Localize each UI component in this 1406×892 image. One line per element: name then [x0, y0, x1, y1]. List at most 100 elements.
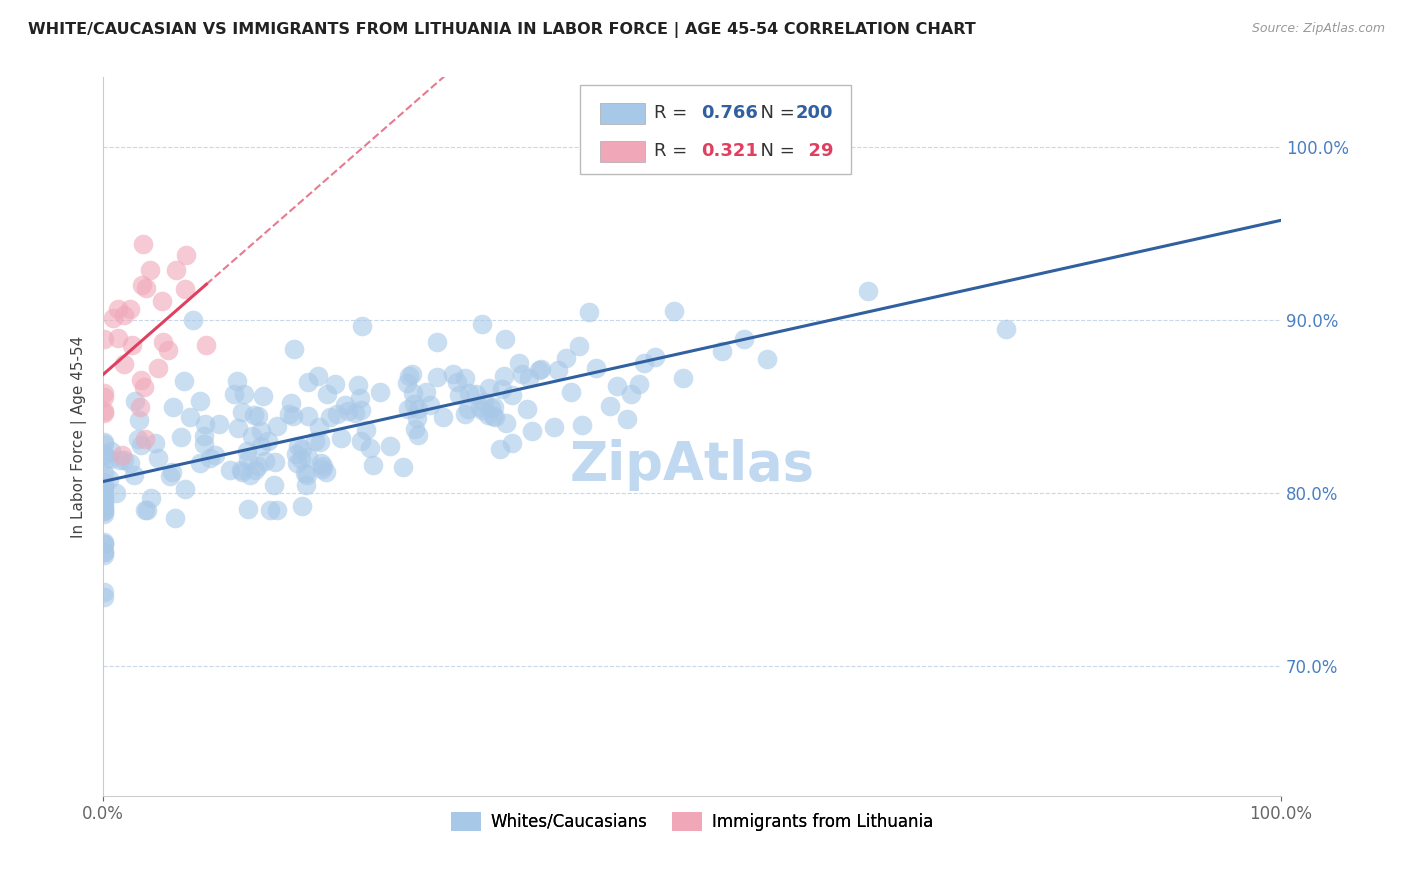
Point — [426, 370, 449, 384]
Point — [291, 442, 314, 456]
Point — [307, 369, 329, 384]
Point — [432, 409, 454, 424]
Point — [290, 452, 312, 467]
Point — [401, 367, 423, 381]
Point — [143, 436, 166, 450]
Point — [585, 361, 607, 376]
Point — [170, 430, 193, 444]
Point — [129, 438, 152, 452]
Point — [128, 400, 150, 414]
Point — [256, 434, 278, 449]
Point — [522, 425, 544, 439]
Point — [477, 408, 499, 422]
Point — [484, 410, 506, 425]
Point — [134, 503, 156, 517]
Point — [159, 469, 181, 483]
Point — [93, 504, 115, 518]
Point — [107, 302, 129, 317]
Point — [112, 357, 135, 371]
Point — [132, 379, 155, 393]
Point — [319, 410, 342, 425]
Point — [93, 504, 115, 518]
Point — [453, 371, 475, 385]
Point — [93, 545, 115, 559]
Point — [672, 371, 695, 385]
Point — [501, 387, 523, 401]
Point — [285, 457, 308, 471]
Point — [266, 419, 288, 434]
Point — [616, 412, 638, 426]
Point — [134, 432, 156, 446]
Point — [93, 487, 115, 501]
Text: WHITE/CAUCASIAN VS IMMIGRANTS FROM LITHUANIA IN LABOR FORCE | AGE 45-54 CORRELAT: WHITE/CAUCASIAN VS IMMIGRANTS FROM LITHU… — [28, 22, 976, 38]
Point — [295, 467, 318, 482]
Point — [368, 385, 391, 400]
FancyBboxPatch shape — [581, 85, 851, 175]
Point — [349, 391, 371, 405]
Point — [225, 375, 247, 389]
Point — [163, 511, 186, 525]
Point — [329, 431, 352, 445]
Point — [93, 507, 115, 521]
Point — [103, 311, 125, 326]
Point — [446, 375, 468, 389]
Point — [335, 398, 357, 412]
Point — [457, 401, 479, 416]
Point — [122, 467, 145, 482]
Point — [406, 411, 429, 425]
Point — [284, 447, 307, 461]
Text: R =: R = — [654, 143, 693, 161]
Point — [93, 590, 115, 604]
Point — [620, 387, 643, 401]
Point — [491, 382, 513, 396]
Point — [93, 475, 115, 489]
Point — [111, 448, 134, 462]
Point — [93, 437, 115, 451]
Point — [152, 335, 174, 350]
Point — [309, 434, 332, 449]
Point — [139, 491, 162, 505]
Point — [361, 458, 384, 472]
Point — [93, 492, 115, 507]
Point — [93, 386, 115, 401]
Point — [128, 413, 150, 427]
Text: Source: ZipAtlas.com: Source: ZipAtlas.com — [1251, 22, 1385, 36]
Point — [337, 404, 360, 418]
Point — [93, 534, 115, 549]
Point — [297, 409, 319, 423]
Point — [246, 409, 269, 424]
Point — [195, 338, 218, 352]
Point — [426, 334, 449, 349]
Point — [263, 478, 285, 492]
Point — [402, 386, 425, 401]
Point — [127, 433, 149, 447]
Text: R =: R = — [654, 104, 693, 122]
Y-axis label: In Labor Force | Age 45-54: In Labor Force | Age 45-54 — [72, 335, 87, 538]
Point — [165, 263, 187, 277]
Point — [174, 482, 197, 496]
Point — [250, 424, 273, 438]
Point — [297, 450, 319, 464]
Point — [527, 363, 550, 377]
Point — [308, 420, 330, 434]
Point — [294, 478, 316, 492]
Point — [644, 350, 666, 364]
Point — [396, 401, 419, 416]
Point — [297, 375, 319, 389]
Point — [179, 410, 201, 425]
FancyBboxPatch shape — [600, 103, 645, 124]
Point — [994, 322, 1017, 336]
Point — [93, 495, 115, 509]
Point — [458, 386, 481, 401]
Point — [131, 277, 153, 292]
Point — [325, 377, 347, 392]
Point — [294, 466, 316, 480]
Point — [419, 398, 441, 412]
Point — [222, 387, 245, 401]
Point — [93, 404, 115, 418]
Point — [252, 389, 274, 403]
Legend: Whites/Caucasians, Immigrants from Lithuania: Whites/Caucasians, Immigrants from Lithu… — [444, 805, 941, 838]
Point — [204, 448, 226, 462]
Point — [93, 500, 115, 515]
Point — [359, 441, 381, 455]
